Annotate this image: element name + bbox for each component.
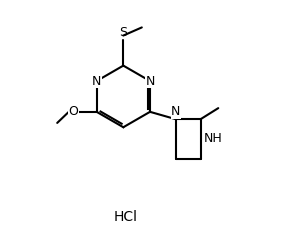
Text: HCl: HCl <box>114 210 138 224</box>
Text: O: O <box>68 105 78 118</box>
Text: N: N <box>145 75 155 87</box>
Text: N: N <box>171 105 180 118</box>
Text: S: S <box>119 25 127 39</box>
Text: NH: NH <box>203 133 222 145</box>
Text: N: N <box>92 75 101 87</box>
